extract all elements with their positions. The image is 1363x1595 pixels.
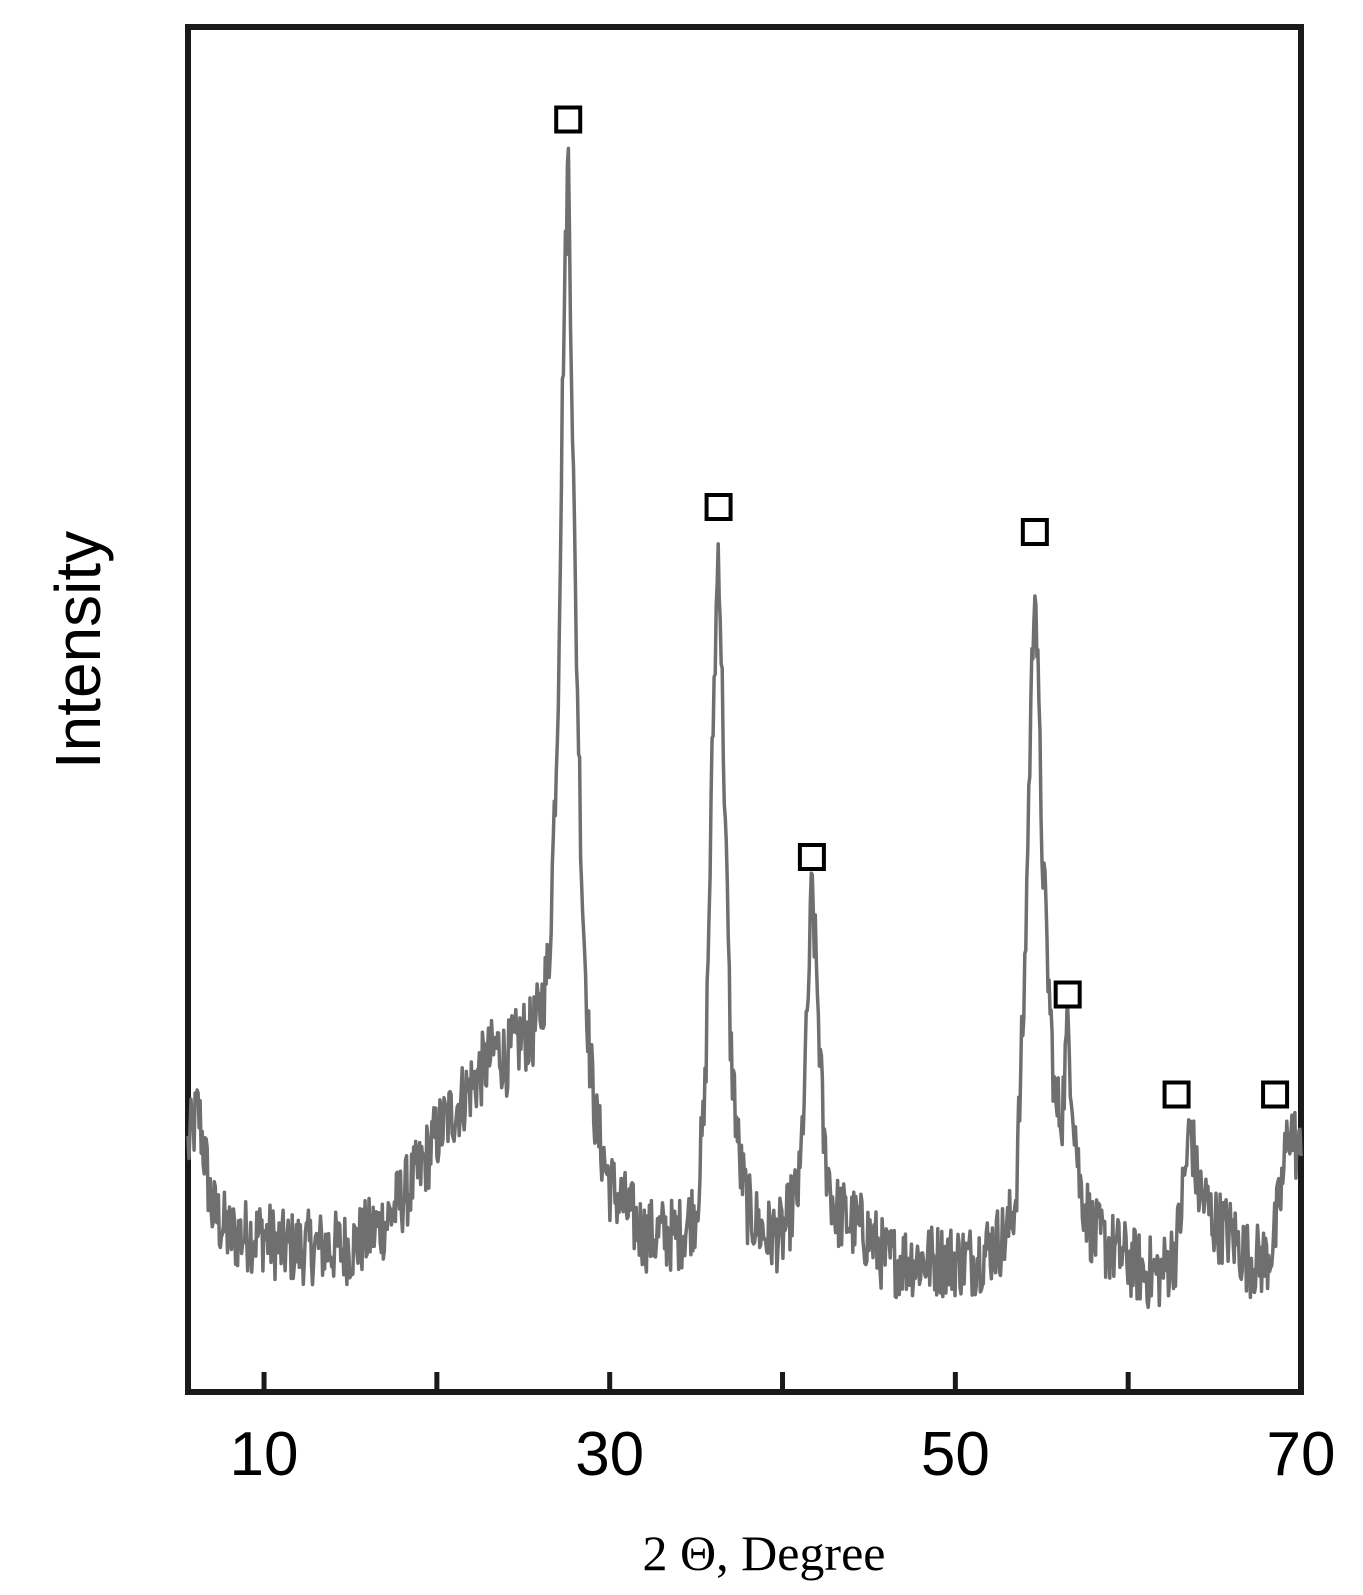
x-tick-labels: 10 30 50 70: [230, 1420, 1336, 1489]
x-tick-label: 10: [230, 1420, 299, 1489]
peak-marker: [1053, 980, 1082, 1009]
peak-marker: [704, 493, 733, 521]
plot-frame: [185, 24, 1304, 1395]
x-tick-label: 70: [1267, 1420, 1336, 1489]
peak-markers: [554, 105, 1290, 1109]
peak-marker: [1020, 518, 1049, 546]
peak-marker: [1261, 1080, 1290, 1109]
x-tick-label: 30: [575, 1420, 644, 1489]
x-ticks: [261, 1372, 1304, 1392]
x-axis-label: 2 Θ, Degree: [643, 1525, 886, 1581]
peak-marker: [1162, 1080, 1191, 1109]
y-axis-label: Intensity: [42, 531, 114, 769]
series-line: [186, 146, 1303, 1310]
peak-marker: [554, 105, 583, 134]
x-tick-label: 50: [921, 1420, 990, 1489]
peak-marker: [797, 843, 826, 871]
